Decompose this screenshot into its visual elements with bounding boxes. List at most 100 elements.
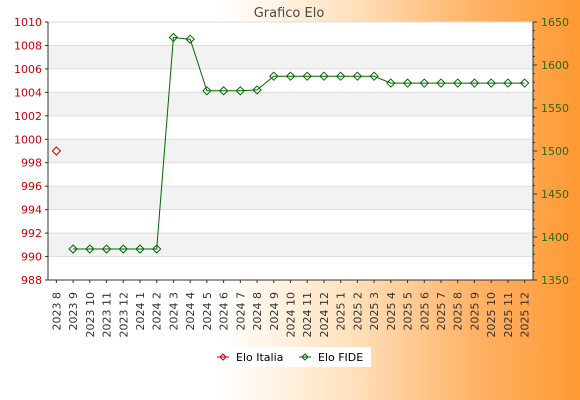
y-right-tick-label: 1500 [541,145,569,158]
data-point [68,244,78,254]
y-right-tick-label: 1600 [541,59,569,72]
x-tick-label: 2024 6 [218,292,231,331]
x-tick-label: 2025 6 [418,292,431,331]
grid-band [48,92,533,116]
y-left-tick-label: 1006 [14,63,42,76]
grid-band [48,162,533,187]
data-point [453,78,463,88]
grid-band [48,256,533,280]
data-point [335,71,346,81]
x-tick-label: 2025 8 [452,292,465,331]
x-tick-label: 2023 11 [101,292,114,338]
data-point [436,78,446,88]
data-point [101,244,112,254]
grid-band [48,22,533,46]
legend-swatch-marker [301,353,309,361]
data-point [402,78,413,88]
x-tick-label: 2024 1 [134,292,147,331]
x-tick-label: 2025 10 [485,292,498,338]
y-left-tick-label: 988 [21,274,42,287]
y-left-tick-label: 1010 [14,16,42,29]
x-tick-label: 2025 7 [435,292,448,331]
y-left-tick-label: 1002 [14,110,42,123]
x-tick-label: 2025 5 [402,292,415,331]
data-point [185,34,195,44]
data-point [202,86,212,96]
y-left-tick-label: 1008 [14,39,42,52]
grid-band [48,139,533,163]
x-tick-label: 2025 4 [385,292,398,331]
x-tick-label: 2024 2 [151,292,164,331]
grid-band [48,233,533,257]
x-tick-label: 2025 11 [502,292,515,338]
data-point [151,244,162,254]
data-point [235,86,246,96]
y-left-tick-label: 1004 [14,86,42,99]
y-left-tick-label: 1000 [14,133,42,146]
y-right-tick-label: 1400 [541,231,569,244]
data-point [285,71,296,81]
grid-band [48,186,533,210]
grid-band [48,115,533,140]
x-tick-label: 2023 10 [84,292,97,338]
x-tick-label: 2025 12 [519,292,532,338]
data-point [486,78,496,88]
legend-box [211,347,371,367]
x-tick-label: 2025 2 [351,292,364,331]
data-point [519,78,530,88]
legend-label: Elo FIDE [318,351,363,364]
x-tick-label: 2024 12 [318,292,331,338]
x-tick-label: 2024 7 [234,292,247,331]
x-tick-label: 2024 10 [285,292,298,338]
x-tick-label: 2023 8 [50,292,63,331]
y-axis-right-ticks: 1350 1400 1450 1500 1550 1600 1650 [533,16,569,287]
x-tick-label: 2025 9 [468,292,481,331]
y-right-tick-label: 1550 [541,102,569,115]
x-tick-label: 2023 12 [117,292,130,338]
x-tick-label: 2024 8 [251,292,264,331]
y-left-tick-label: 998 [21,157,42,170]
y-right-tick-label: 1350 [541,274,569,287]
y-right-tick-label: 1650 [541,16,569,29]
x-tick-label: 2025 1 [335,292,348,331]
series-line [73,36,525,250]
y-left-tick-label: 994 [21,204,42,217]
x-tick-label: 2024 5 [201,292,214,331]
data-point [218,86,229,96]
legend: Elo Italia Elo FIDE [211,347,371,367]
x-tick-label: 2024 4 [184,292,197,331]
data-point [319,71,329,81]
x-tick-label: 2024 3 [167,292,180,331]
data-point [369,71,379,81]
grid-band [48,45,533,69]
y-left-tick-label: 990 [21,251,42,264]
data-point [352,71,363,81]
data-point [419,78,430,88]
grid-bands [48,22,533,280]
data-point [386,78,396,88]
data-point [469,78,480,88]
x-tick-label: 2025 3 [368,292,381,331]
data-point [135,244,145,254]
y-axis-left-ticks: 988 990 992 994 996 998 1000 1002 1004 1006 1008 10… [14,16,48,287]
data-point [269,71,279,81]
y-left-tick-label: 992 [21,227,42,240]
data-point [85,244,95,254]
y-left-tick-label: 996 [21,180,42,193]
legend-label: Elo Italia [236,351,283,364]
x-tick-label: 2024 11 [301,292,314,338]
series-layer [51,32,530,254]
legend-swatch-marker [219,353,227,361]
grid-band [48,209,533,234]
data-point [168,32,179,43]
data-point [252,85,262,95]
data-point [503,78,513,88]
data-point [51,146,62,156]
y-right-tick-label: 1450 [541,188,569,201]
data-point [118,244,128,254]
x-tick-label: 2023 9 [67,292,80,331]
data-point [302,71,312,81]
